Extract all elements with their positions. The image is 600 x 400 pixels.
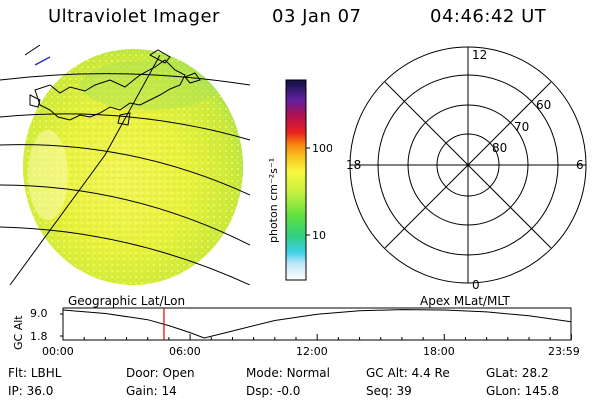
x-tick-label: 12:00 (296, 345, 328, 358)
colorbar-tick-label: 100 (312, 142, 332, 155)
x-tick-label: 06:00 (169, 345, 201, 358)
time-label: 04:46:42 UT (430, 6, 547, 27)
x-tick-marks (62, 334, 572, 340)
geographic-image-panel (0, 45, 250, 285)
altitude-timeline-chart: GC Alt 9.0 1.8 (12, 307, 572, 350)
status-gain: Gain: 14 (126, 384, 177, 398)
x-tick-label: 00:00 (42, 345, 74, 358)
lat-label-80: 80 (492, 141, 507, 155)
status-glat: GLat: 28.2 (486, 366, 549, 380)
geographic-lat-lon-title: Geographic Lat/Lon (68, 294, 186, 308)
coastline-outline (29, 49, 201, 126)
x-tick-label: 23:59 (548, 345, 580, 358)
lat-lon-grid (0, 45, 250, 285)
status-glon: GLon: 145.8 (486, 384, 559, 398)
status-seq: Seq: 39 (366, 384, 412, 398)
polar-plot: 12 6 0 18 60 70 80 (346, 46, 587, 292)
border-line (34, 56, 51, 66)
apex-mlat-mlt-title: Apex MLat/MLT (420, 294, 510, 308)
mlt-label-6: 6 (576, 158, 584, 172)
status-filter: Flt: LBHL (8, 366, 62, 380)
timeline-y-label: GC Alt (12, 315, 25, 350)
timeline-y-tick: 9.0 (30, 307, 48, 320)
status-mode: Mode: Normal (246, 366, 330, 380)
mlt-label-12: 12 (472, 48, 487, 62)
lat-label-60: 60 (536, 98, 551, 112)
lat-label-70: 70 (514, 120, 529, 134)
uv-disk (23, 49, 243, 285)
mlt-label-0: 0 (472, 278, 480, 292)
status-ip: IP: 36.0 (8, 384, 54, 398)
x-tick-label: 18:00 (423, 345, 455, 358)
colorbar-gradient (285, 79, 307, 281)
colorbar-unit-label: photon cm⁻²s⁻¹ (267, 158, 280, 243)
colorbar-tick-label: 10 (312, 229, 326, 242)
status-gc-alt: GC Alt: 4.4 Re (366, 366, 450, 380)
timeline-y-tick: 1.8 (30, 330, 48, 343)
polar-grid (349, 46, 587, 284)
colorbar-panel: 100 10 photon cm⁻²s⁻¹ (267, 79, 332, 281)
instrument-title: Ultraviolet Imager (48, 6, 220, 27)
mlt-label-18: 18 (346, 158, 361, 172)
altitude-series-line (62, 309, 572, 339)
status-dsp: Dsp: -0.0 (246, 384, 301, 398)
status-door: Door: Open (126, 366, 195, 380)
date-label: 03 Jan 07 (272, 6, 362, 27)
